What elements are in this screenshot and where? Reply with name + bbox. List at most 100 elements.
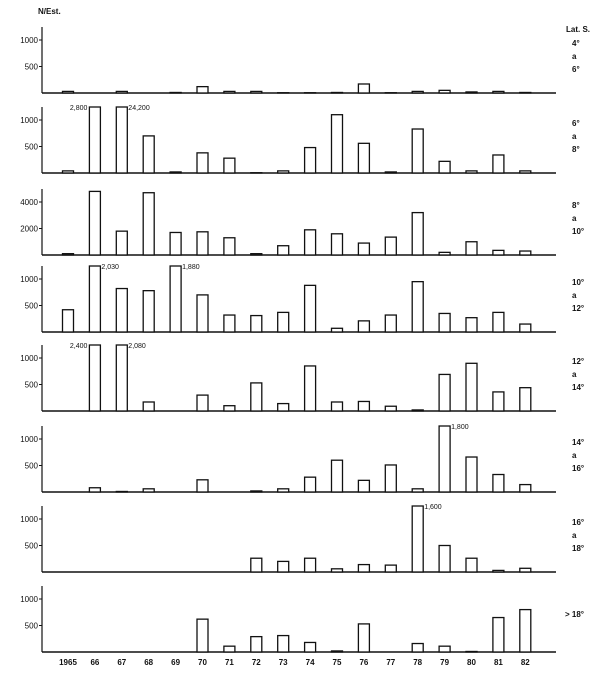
y-tick-label: 1000 <box>20 515 38 524</box>
bar-66 <box>89 191 100 255</box>
bar-67 <box>116 91 127 93</box>
bar-68 <box>143 291 154 332</box>
bar-82 <box>520 92 531 93</box>
x-tick-label: 67 <box>117 658 126 667</box>
bar-69 <box>170 172 181 173</box>
latitude-label: 10° <box>572 278 584 287</box>
bar-70 <box>197 295 208 332</box>
bar-75 <box>332 328 343 332</box>
bar-77 <box>385 172 396 173</box>
bar-68 <box>143 193 154 255</box>
y-tick-label: 500 <box>25 622 39 631</box>
y-tick-label: 500 <box>25 302 39 311</box>
bar-81 <box>493 91 504 93</box>
bar-76 <box>358 480 369 492</box>
x-tick-label: 66 <box>90 658 99 667</box>
bar-81 <box>493 155 504 173</box>
bar-82 <box>520 324 531 332</box>
bar-75 <box>332 402 343 411</box>
latitude-label: 6° <box>572 119 580 128</box>
y-tick-label: 4000 <box>20 198 38 207</box>
bar-75 <box>332 569 343 572</box>
bar-67 <box>116 345 127 411</box>
bar-1965 <box>63 171 74 173</box>
bar-80 <box>466 558 477 572</box>
y-tick-label: 1000 <box>20 275 38 284</box>
latitude-label: 4° <box>572 39 580 48</box>
bar-78 <box>412 213 423 255</box>
bar-80 <box>466 318 477 332</box>
bar-77 <box>385 565 396 572</box>
latitude-label: a <box>572 132 577 141</box>
bar-79 <box>439 313 450 332</box>
x-tick-label: 69 <box>171 658 180 667</box>
bar-71 <box>224 238 235 255</box>
bar-annotation: 1,880 <box>182 264 200 271</box>
bar-79 <box>439 546 450 573</box>
bar-82 <box>520 568 531 572</box>
bar-77 <box>385 406 396 411</box>
bar-78 <box>412 91 423 93</box>
bar-71 <box>224 646 235 652</box>
latitude-label: a <box>572 451 577 460</box>
bar-74 <box>305 642 316 652</box>
bar-68 <box>143 402 154 411</box>
bar-69 <box>170 232 181 255</box>
bar-80 <box>466 242 477 255</box>
bar-76 <box>358 624 369 652</box>
bar-79 <box>439 374 450 411</box>
bar-68 <box>143 489 154 492</box>
latitude-label: 14° <box>572 438 584 447</box>
bar-73 <box>278 404 289 411</box>
bar-76 <box>358 84 369 93</box>
y-tick-label: 1000 <box>20 595 38 604</box>
latitude-label: > 18° <box>565 610 584 619</box>
x-tick-label: 72 <box>252 658 261 667</box>
bar-72 <box>251 91 262 93</box>
bar-annotation: 2,080 <box>128 343 146 350</box>
bar-67 <box>116 289 127 332</box>
x-tick-label: 75 <box>333 658 342 667</box>
bar-70 <box>197 232 208 255</box>
bar-70 <box>197 395 208 411</box>
bar-74 <box>305 558 316 572</box>
bar-76 <box>358 401 369 411</box>
y-tick-label: 1000 <box>20 354 38 363</box>
y-tick-label: 500 <box>25 63 39 72</box>
bar-71 <box>224 158 235 173</box>
bar-81 <box>493 475 504 492</box>
bar-annotation: 1,800 <box>451 424 469 431</box>
bar-73 <box>278 246 289 255</box>
x-tick-label: 78 <box>413 658 422 667</box>
bar-72 <box>251 637 262 652</box>
bar-78 <box>412 129 423 173</box>
bar-79 <box>439 426 450 492</box>
bar-70 <box>197 480 208 492</box>
x-tick-label: 68 <box>144 658 153 667</box>
bar-67 <box>116 491 127 492</box>
bar-67 <box>116 107 127 173</box>
y-tick-label: 500 <box>25 542 39 551</box>
bar-70 <box>197 153 208 173</box>
latitude-label: 18° <box>572 544 584 553</box>
bar-81 <box>493 250 504 255</box>
bar-78 <box>412 410 423 411</box>
bar-69 <box>170 92 181 93</box>
bar-67 <box>116 231 127 255</box>
bar-81 <box>493 570 504 572</box>
panel-7: 500 1000 > 18° <box>20 586 584 652</box>
bar-71 <box>224 315 235 332</box>
bar-74 <box>305 148 316 173</box>
bar-79 <box>439 90 450 93</box>
bar-80 <box>466 457 477 492</box>
bar-72 <box>251 383 262 411</box>
bar-71 <box>224 406 235 411</box>
bar-72 <box>251 254 262 255</box>
bar-78 <box>412 282 423 332</box>
bar-annotation: 2,800 <box>70 105 88 112</box>
